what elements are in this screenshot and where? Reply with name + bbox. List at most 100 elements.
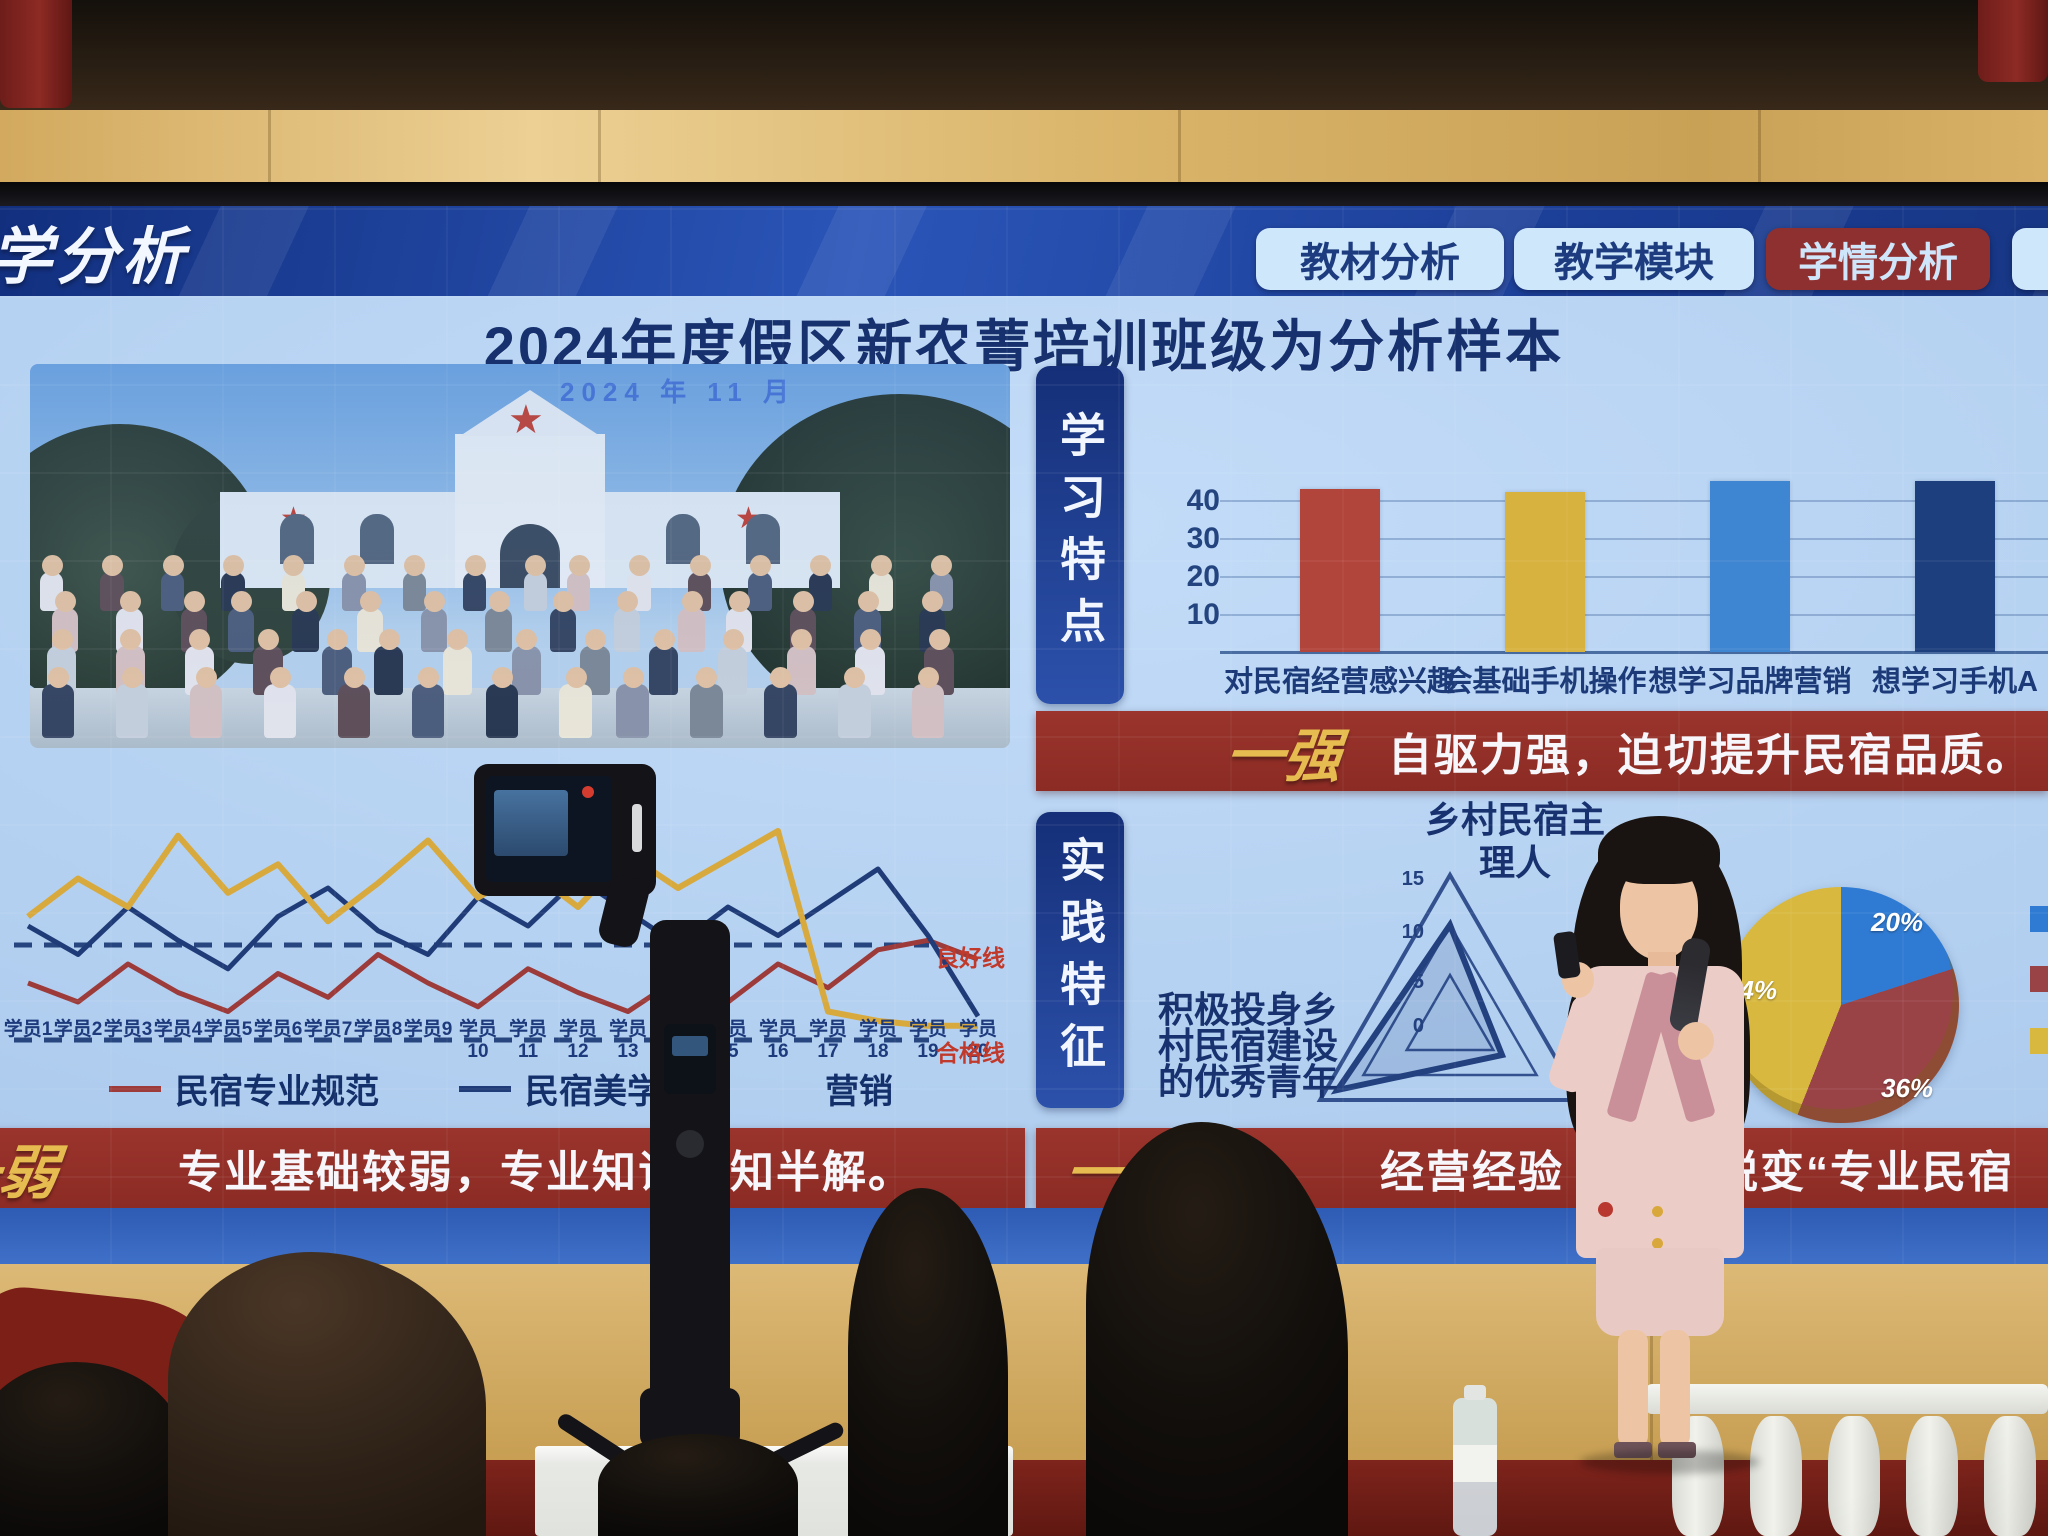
blazer-button-2 [1652, 1238, 1663, 1249]
line-xtick: 学员8 [353, 1019, 403, 1040]
crowd-person [342, 555, 366, 611]
presenter-leg-right [1660, 1330, 1690, 1448]
crowd-person [549, 591, 577, 652]
callout-weak-text: 专业基础较弱，专业知识一知半解。 [178, 1148, 915, 1197]
crowd-person [115, 667, 149, 738]
crowd-person [614, 591, 641, 652]
bar-3 [1915, 481, 1995, 652]
bar-0 [1300, 488, 1380, 652]
crowd-person [373, 629, 404, 695]
ref-line-label: 合格线 [936, 1040, 1005, 1066]
tab-partial-right[interactable] [2012, 228, 2048, 290]
callout-strong-text: 自驱力强，迫切提升民宿品质。 [1388, 731, 2033, 780]
tab-jiaoxue-mokuai[interactable]: 教学模块 [1514, 228, 1754, 290]
line-xtick: 学员3 [103, 1019, 153, 1040]
line-xtick: 学员6 [253, 1019, 303, 1040]
audience-head-1 [0, 1362, 186, 1536]
callout-advantage-text-b: 蜕变“专业民宿 [1714, 1148, 2015, 1197]
crowd-person [411, 667, 444, 738]
crowd-person [263, 667, 297, 738]
line-xtick: 学员2 [53, 1019, 103, 1040]
crowd-person [485, 667, 518, 738]
bar-ytick: 20 [1186, 560, 1220, 593]
callout-strong-label: 一强 [1222, 724, 1345, 789]
line-xtick: 学员1 [3, 1019, 53, 1040]
tab-xueqing-fenxi-active[interactable]: 学情分析 [1766, 228, 1990, 290]
crowd-person [678, 591, 705, 652]
svg-text:15: 15 [1402, 868, 1424, 890]
stage-balustrade [1646, 1384, 2048, 1536]
line-xtick: 学员4 [153, 1019, 203, 1040]
bar-category-3: 想学习手机A [1872, 666, 2038, 698]
line-xtick: 学员16 [758, 1019, 797, 1062]
audience-head-5 [1086, 1122, 1348, 1536]
recording-phone [474, 764, 656, 896]
line-xtick: 学员19 [908, 1019, 947, 1062]
ceiling [0, 0, 2048, 118]
callout-weak-label: 一弱 [0, 1141, 61, 1206]
presenter-bangs [1612, 838, 1706, 884]
pie-legend-swatch-3 [2030, 1028, 2048, 1054]
pie-legend-swatch-1 [2030, 906, 2048, 932]
group-photo: ★ ★ ★ 2024 年 11 月 [30, 364, 1010, 748]
slide-header-band: 学分析 教材分析 教学模块 学情分析 [0, 206, 2048, 296]
line-xtick: 学员9 [403, 1019, 453, 1040]
building-pediment [460, 390, 600, 436]
line-xtick: 学员13 [608, 1019, 647, 1062]
crowd-person [559, 667, 592, 738]
photo-date: 2024 年 11 月 [560, 377, 796, 407]
crowd-person [402, 555, 427, 611]
crowd-person [337, 667, 371, 738]
banner-study-traits: 学习特点 [1036, 366, 1124, 704]
crowd-person [616, 667, 649, 738]
crowd-person [912, 667, 945, 738]
ref-line-label: 良好线 [936, 945, 1005, 971]
audience-head-3 [598, 1434, 798, 1536]
radar-chart: 15 10 5 0 [1316, 868, 1584, 1102]
crowd-person [292, 591, 319, 652]
bar-category-2: 想学习品牌营销 [1648, 666, 1852, 698]
water-bottle-2 [1453, 1385, 1497, 1536]
legend-swatch-2 [459, 1085, 511, 1092]
crowd-person [221, 555, 245, 611]
callout-strong: 一强 自驱力强，迫切提升民宿品质。 [1036, 711, 2048, 791]
line-xtick: 学员7 [303, 1019, 353, 1040]
bar-ytick: 30 [1186, 522, 1220, 555]
callout-weak: 一弱 专业基础较弱，专业知识一知半解。 [0, 1128, 1025, 1208]
banner-practice-traits: 实践特征 [1036, 812, 1124, 1108]
crowd-person [511, 629, 541, 695]
crowd-person [485, 591, 512, 652]
bar-2 [1710, 481, 1790, 652]
audience-head-4 [848, 1188, 1008, 1536]
presenter-hand-mic [1678, 1022, 1714, 1060]
tab-jiaocai-fenxi[interactable]: 教材分析 [1256, 228, 1504, 290]
crowd-person [228, 591, 255, 652]
record-dot-icon [582, 786, 594, 798]
wall-top [0, 110, 2048, 190]
line-xtick: 学员20 [958, 1019, 997, 1062]
red-star-center-icon: ★ [508, 398, 544, 442]
crowd-person [160, 555, 185, 611]
pie-label-blue: 20% [1871, 907, 1924, 937]
line-chart: 学员1 学员2 学员3 学员4 学员5 学员6 学员7 学员8 学员9 学员10 学员11 学员12 学… [4, 802, 1034, 1132]
presenter-leg-left [1618, 1330, 1648, 1448]
presenter-skirt [1596, 1248, 1724, 1336]
svg-text:0: 0 [1413, 1015, 1424, 1037]
bar-1 [1505, 492, 1585, 652]
red-curtain-right [1978, 0, 2048, 82]
callout-advantage-text-a: 经营经验 [1380, 1148, 1565, 1197]
line-xtick: 学员10 [458, 1019, 497, 1062]
practice-text: 积极投身乡 村民宿建设 的优秀青年 [1158, 989, 1339, 1102]
bar-category-1: 会基础手机操作 [1443, 666, 1647, 698]
presenter-badge [1598, 1202, 1613, 1217]
svg-text:10: 10 [1402, 921, 1424, 943]
pie-legend-swatch-2 [2030, 966, 2048, 992]
crowd-person [100, 555, 124, 611]
pie-chart: 20% 36% 44% [1723, 887, 1959, 1123]
legend-swatch-1 [109, 1085, 161, 1092]
gimbal-dial [676, 1130, 704, 1158]
bar-ytick: 10 [1186, 598, 1220, 631]
crowd-person [808, 555, 833, 611]
svg-text:5: 5 [1413, 971, 1424, 993]
